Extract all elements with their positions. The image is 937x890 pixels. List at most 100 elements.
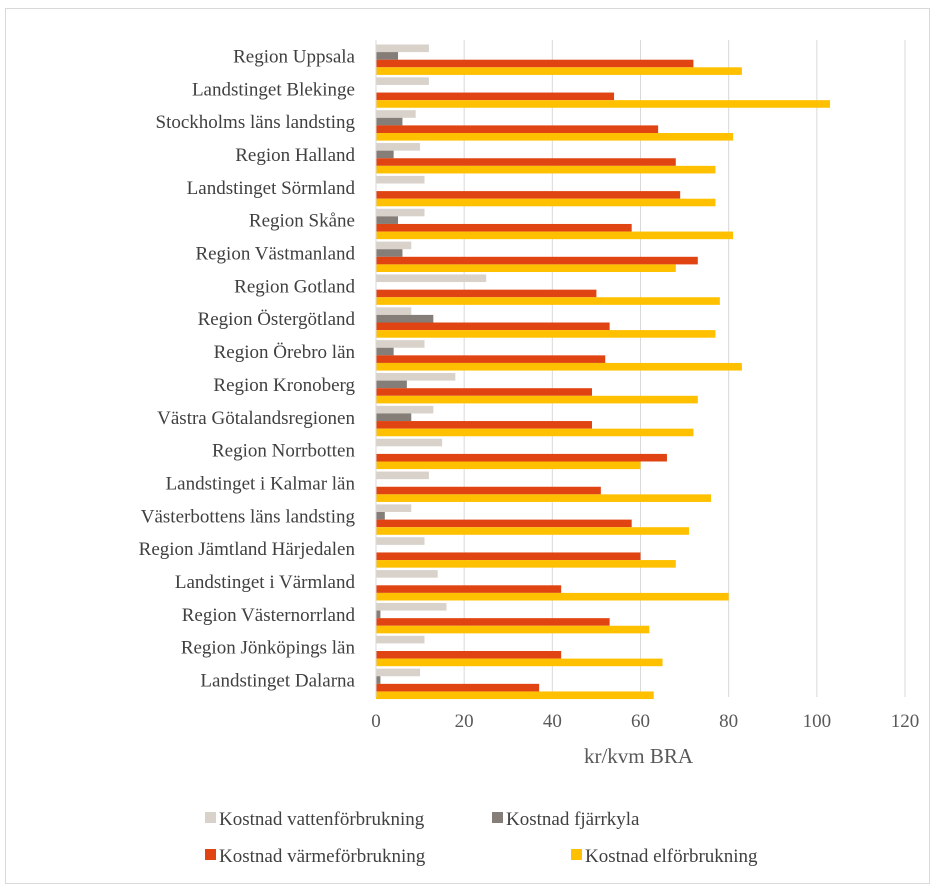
category-label: Region Örebro län (214, 342, 356, 363)
bar-1-1 (376, 44, 429, 53)
bar-3-18 (376, 618, 610, 626)
bar-3-9 (376, 322, 610, 331)
bar-3-7 (376, 256, 698, 265)
bar-4-13 (376, 461, 641, 470)
legend-label-1: Kostnad vattenförbrukning (219, 809, 425, 830)
bar-3-17 (376, 585, 562, 593)
bar-1-18 (376, 602, 447, 611)
category-label: Stockholms läns landsting (156, 112, 356, 133)
bar-2-7 (376, 249, 403, 257)
x-tick-label: 100 (803, 711, 832, 732)
category-label: Landstinget Dalarna (200, 671, 355, 692)
x-tick-label: 80 (719, 711, 738, 732)
category-label: Region Västmanland (195, 244, 355, 265)
category-label: Region Jämtland Härjedalen (139, 539, 356, 560)
bar-4-18 (376, 625, 650, 634)
legend-swatch-2 (492, 812, 503, 823)
category-label: Landstinget Sörmland (187, 178, 356, 199)
bar-1-15 (376, 504, 412, 512)
bar-3-12 (376, 421, 593, 429)
bar-1-4 (376, 143, 421, 151)
category-label: Region Halland (235, 145, 355, 166)
bar-1-19 (376, 635, 425, 644)
bar-2-11 (376, 380, 407, 389)
bar-4-3 (376, 133, 734, 141)
bar-4-19 (376, 658, 663, 667)
bar-3-2 (376, 92, 615, 101)
bar-3-14 (376, 486, 601, 495)
bar-2-9 (376, 314, 434, 323)
bar-2-3 (376, 117, 403, 126)
bar-1-5 (376, 175, 425, 184)
category-label: Västerbottens läns landsting (141, 506, 356, 527)
bar-3-4 (376, 158, 676, 166)
bar-3-20 (376, 683, 540, 692)
x-tick-label: 40 (543, 711, 562, 732)
bar-4-8 (376, 297, 720, 305)
bar-3-19 (376, 651, 562, 659)
x-axis-title: kr/kvm BRA (584, 744, 694, 768)
chart-frame (5, 8, 930, 884)
category-label: Region Skåne (249, 211, 355, 232)
bar-1-20 (376, 668, 421, 677)
x-tick-label: 20 (455, 711, 474, 732)
bar-2-18 (376, 610, 381, 619)
category-label: Region Östergötland (198, 309, 356, 330)
bar-3-13 (376, 453, 667, 462)
bar-2-12 (376, 413, 412, 422)
bar-3-5 (376, 191, 681, 199)
bar-3-6 (376, 223, 632, 232)
bar-2-10 (376, 347, 394, 356)
bar-3-10 (376, 355, 606, 363)
bar-1-2 (376, 77, 429, 85)
bar-2-1 (376, 52, 399, 60)
bar-4-14 (376, 494, 712, 502)
bar-1-17 (376, 570, 438, 578)
bar-1-6 (376, 208, 425, 217)
bar-1-3 (376, 110, 416, 118)
bar-1-7 (376, 241, 412, 250)
category-label: Region Gotland (234, 276, 355, 297)
bar-2-4 (376, 150, 394, 159)
bar-1-13 (376, 438, 443, 447)
bar-4-6 (376, 231, 734, 240)
category-label: Landstinget i Värmland (175, 572, 356, 593)
bar-1-16 (376, 537, 425, 545)
bar-3-1 (376, 59, 694, 68)
bar-2-20 (376, 676, 381, 684)
bar-3-8 (376, 289, 597, 298)
legend-swatch-4 (571, 849, 582, 860)
legend-label-4: Kostnad elförbrukning (585, 846, 758, 867)
legend-swatch-3 (205, 849, 216, 860)
bar-4-2 (376, 100, 831, 108)
bar-1-11 (376, 373, 456, 381)
bar-4-15 (376, 527, 689, 535)
x-tick-label: 120 (891, 711, 920, 732)
bar-4-7 (376, 264, 676, 272)
bar-3-11 (376, 388, 593, 396)
category-label: Region Uppsala (233, 46, 355, 67)
category-label: Region Kronoberg (213, 375, 355, 396)
bar-4-10 (376, 362, 742, 371)
bar-4-5 (376, 198, 716, 207)
bar-1-12 (376, 405, 434, 414)
bar-4-17 (376, 592, 729, 601)
bar-3-15 (376, 519, 632, 528)
bar-1-14 (376, 471, 429, 480)
category-label: Region Jönköpings län (181, 638, 356, 659)
bar-4-16 (376, 560, 676, 568)
legend-swatch-1 (205, 812, 216, 823)
bar-1-8 (376, 274, 487, 283)
bar-4-20 (376, 691, 654, 700)
legend-label-3: Kostnad värmeförbrukning (219, 846, 426, 867)
bar-2-15 (376, 512, 385, 520)
category-label: Landstinget Blekinge (192, 79, 355, 100)
bar-3-16 (376, 552, 641, 561)
bar-4-9 (376, 330, 716, 338)
category-label: Region Norrbotten (212, 441, 356, 462)
bar-1-10 (376, 340, 425, 348)
legend-label-2: Kostnad fjärrkyla (506, 809, 640, 830)
bar-3-3 (376, 125, 659, 133)
bar-4-12 (376, 428, 694, 437)
